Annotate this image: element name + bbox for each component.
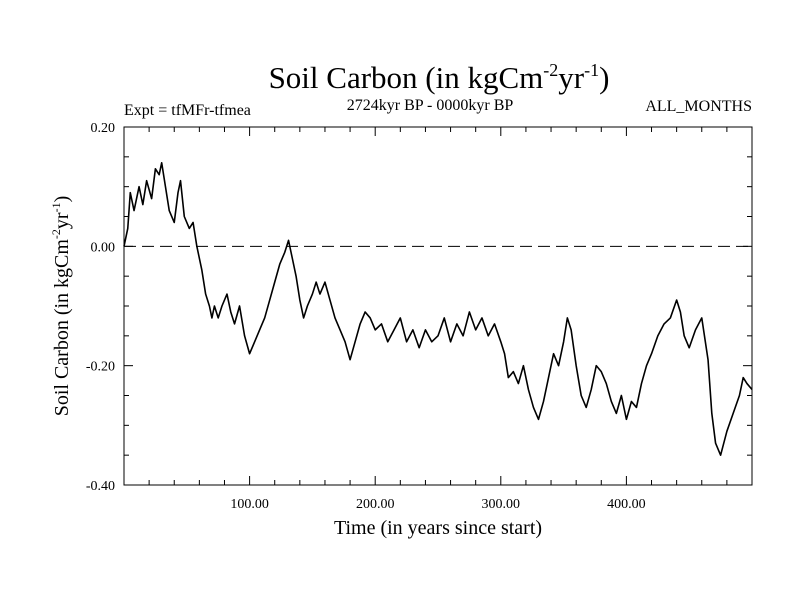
y-axis-title: Soil Carbon (in kgCm-2yr-1) — [49, 196, 73, 417]
x-tick-label: 300.00 — [482, 497, 521, 512]
y-tick-label: 0.20 — [91, 121, 116, 136]
x-tick-label: 100.00 — [230, 497, 269, 512]
plot-frame — [123, 126, 753, 486]
axis-ticks — [124, 126, 752, 486]
months-label: ALL_MONTHS — [645, 98, 752, 115]
y-tick-label: 0.00 — [91, 240, 116, 255]
x-axis-title: Time (in years since start) — [334, 517, 542, 539]
chart-title: Soil Carbon (in kgCm-2yr-1) — [269, 60, 610, 95]
experiment-label: Expt = tfMFr-tfmea — [124, 102, 251, 119]
x-tick-label: 200.00 — [356, 497, 395, 512]
time-range-label: 2724kyr BP - 0000kyr BP — [347, 97, 514, 114]
x-tick-label: 400.00 — [607, 497, 646, 512]
y-tick-label: -0.20 — [86, 360, 115, 375]
axis-tick-labels: 100.00 200.00 300.00 400.00 0.20 0.00 -0.20 -0.… — [86, 121, 646, 512]
y-tick-label: -0.40 — [86, 479, 115, 494]
soil-carbon-series-line — [123, 162, 753, 456]
